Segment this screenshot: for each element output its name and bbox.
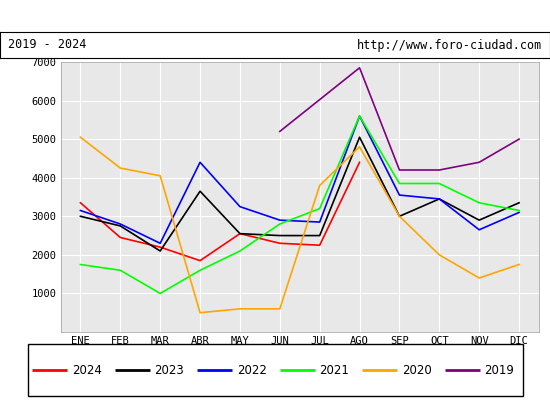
Text: 2019 - 2024: 2019 - 2024: [8, 38, 87, 52]
Text: 2019: 2019: [485, 364, 514, 376]
Text: http://www.foro-ciudad.com: http://www.foro-ciudad.com: [356, 38, 542, 52]
Text: 2023: 2023: [155, 364, 184, 376]
FancyBboxPatch shape: [28, 344, 522, 396]
Text: Evolucion Nº Turistas Nacionales en el municipio de Astorga: Evolucion Nº Turistas Nacionales en el m…: [75, 10, 475, 22]
Text: 2020: 2020: [402, 364, 432, 376]
Text: 2024: 2024: [72, 364, 102, 376]
Text: 2022: 2022: [237, 364, 267, 376]
Text: 2021: 2021: [320, 364, 349, 376]
